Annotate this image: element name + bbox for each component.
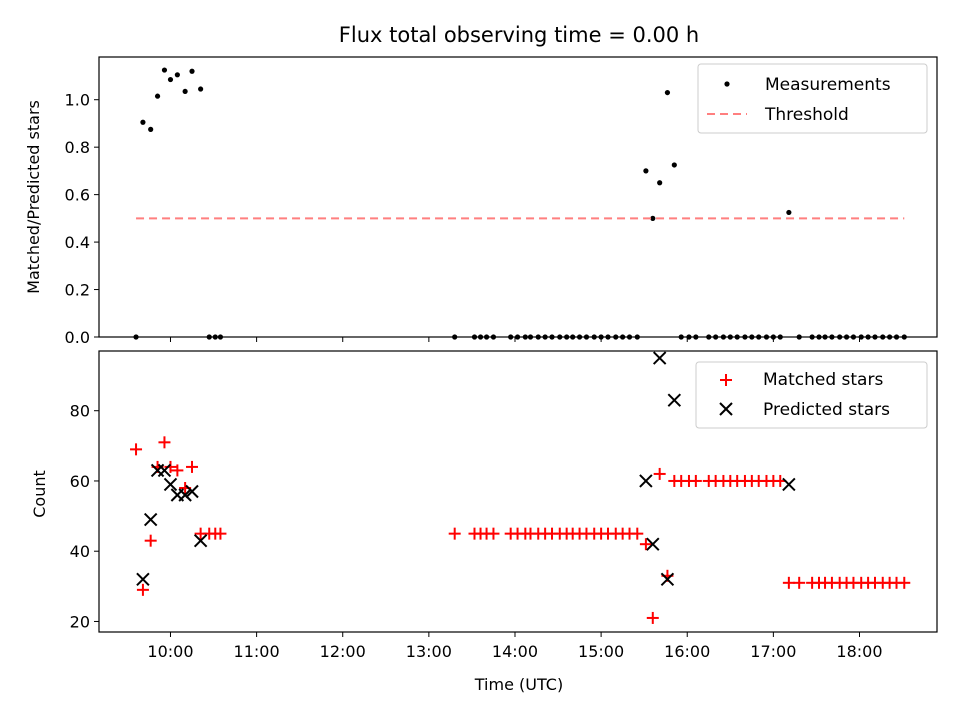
matched-star-point bbox=[130, 443, 143, 456]
matched-star-point bbox=[171, 464, 184, 477]
matched-star-point bbox=[631, 527, 644, 540]
legend-measurements-marker bbox=[724, 81, 730, 87]
bottom-y-tick-label: 40 bbox=[70, 542, 90, 561]
bottom-x-tick-label: 11:00 bbox=[234, 642, 280, 661]
measurement-point bbox=[189, 68, 195, 74]
bottom-legend-box bbox=[695, 361, 928, 429]
matched-star-point bbox=[639, 538, 652, 551]
measurement-point bbox=[643, 168, 649, 174]
measurement-point bbox=[167, 76, 174, 83]
matched-star-point bbox=[136, 583, 149, 596]
bottom-x-tick-label: 14:00 bbox=[492, 642, 538, 661]
measurement-point bbox=[182, 88, 188, 95]
top-y-tick-label: 0.0 bbox=[65, 328, 90, 347]
matched-star-point bbox=[144, 534, 157, 547]
predicted-star-point bbox=[163, 477, 178, 492]
measurement-point bbox=[671, 162, 677, 168]
legend-predicted-marker bbox=[719, 402, 733, 416]
matched-star-point bbox=[448, 527, 461, 540]
bottom-axes-frame bbox=[98, 350, 938, 633]
predicted-star-point bbox=[193, 533, 208, 548]
matched-star-point bbox=[164, 460, 177, 473]
predicted-star-point bbox=[646, 537, 660, 551]
measurement-point bbox=[664, 89, 671, 96]
matched-star-point bbox=[793, 576, 806, 589]
bottom-legend: Matched stars Predicted stars bbox=[695, 361, 928, 429]
predicted-star-point bbox=[136, 572, 150, 587]
top-axes-frame bbox=[98, 56, 938, 338]
bottom-y-tick-label: 80 bbox=[70, 402, 90, 421]
top-legend-box bbox=[697, 63, 928, 134]
predicted-star-point bbox=[639, 474, 653, 488]
predicted-star-point bbox=[185, 484, 199, 499]
top-y-ticks: 0.0 0.2 0.4 0.6 0.8 1.0 bbox=[65, 91, 99, 347]
bottom-x-tick-label: 18:00 bbox=[836, 642, 882, 661]
top-y-axis-label: Matched/Predicted stars bbox=[24, 100, 43, 294]
matched-star-point bbox=[898, 576, 911, 589]
chart-title: Flux total observing time = 0.00 h bbox=[339, 23, 699, 47]
bottom-x-tick-label: 13:00 bbox=[406, 642, 452, 661]
legend-threshold-label: Threshold bbox=[764, 105, 849, 125]
matched-star-point bbox=[186, 460, 199, 473]
bottom-x-ticks: 10:00 11:00 12:00 13:00 14:00 15:00 16:00 17:00… bbox=[147, 632, 883, 661]
top-y-tick-label: 0.2 bbox=[65, 281, 90, 300]
bottom-x-tick-label: 10:00 bbox=[147, 642, 193, 661]
bottom-x-tick-label: 12:00 bbox=[320, 642, 366, 661]
matched-star-point bbox=[689, 474, 702, 487]
measurement-point bbox=[154, 93, 161, 99]
matched-star-point bbox=[214, 527, 227, 540]
predicted-star-point bbox=[652, 351, 667, 365]
legend-matched-marker bbox=[720, 374, 732, 386]
top-axes: Matched/Predicted stars 0.0 0.2 0.4 0.6 0.8 1… bbox=[24, 56, 938, 347]
bottom-y-tick-label: 60 bbox=[70, 472, 90, 491]
measurement-point bbox=[148, 126, 154, 132]
predicted-star-point bbox=[660, 572, 675, 587]
matched-star-point bbox=[782, 576, 795, 589]
measurement-point bbox=[650, 215, 656, 221]
bottom-x-tick-label: 16:00 bbox=[664, 642, 710, 661]
predicted-star-point bbox=[143, 512, 158, 527]
measurement-point bbox=[140, 119, 146, 125]
top-legend: Measurements Threshold bbox=[697, 63, 928, 134]
top-y-tick-label: 1.0 bbox=[65, 91, 90, 110]
matched-star-point bbox=[158, 436, 171, 449]
bottom-plot-area bbox=[130, 351, 911, 624]
legend-predicted-label: Predicted stars bbox=[763, 400, 890, 420]
legend-matched-label: Matched stars bbox=[763, 370, 883, 390]
measurement-point bbox=[198, 86, 204, 92]
bottom-y-axis-label: Count bbox=[30, 470, 49, 518]
x-axis-label: Time (UTC) bbox=[474, 675, 563, 694]
matched-star-point bbox=[487, 527, 500, 540]
predicted-star-point bbox=[157, 463, 172, 478]
measurement-point bbox=[174, 72, 180, 78]
matched-star-point bbox=[646, 611, 659, 624]
top-y-tick-label: 0.6 bbox=[65, 186, 90, 205]
top-y-tick-label: 0.4 bbox=[65, 233, 90, 252]
bottom-y-ticks: 20 40 60 80 bbox=[70, 402, 99, 631]
predicted-star-point bbox=[667, 393, 682, 407]
bottom-x-tick-label: 15:00 bbox=[578, 642, 624, 661]
bottom-x-tick-label: 17:00 bbox=[750, 642, 796, 661]
measurement-point bbox=[657, 180, 663, 186]
matched-star-point bbox=[653, 467, 666, 480]
legend-measurements-label: Measurements bbox=[765, 75, 891, 95]
measurement-point bbox=[161, 67, 168, 73]
bottom-axes: Count Time (UTC) 10:00 11:00 12:00 13:00 14:… bbox=[30, 350, 938, 694]
predicted-star-point bbox=[782, 477, 796, 492]
bottom-y-tick-label: 20 bbox=[70, 612, 90, 631]
predicted-star-point bbox=[178, 488, 192, 502]
top-y-tick-label: 0.8 bbox=[65, 138, 90, 157]
measurement-point bbox=[786, 209, 792, 216]
top-x-ticks bbox=[169, 337, 860, 342]
